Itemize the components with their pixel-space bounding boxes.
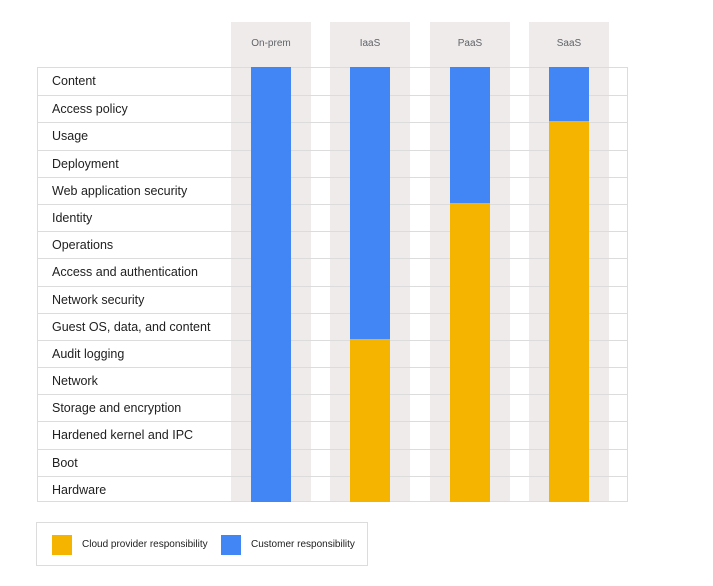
provider-segment [450, 202, 490, 502]
provider-segment [350, 338, 390, 502]
layer-label: Access policy [52, 102, 128, 117]
layer-label: Hardened kernel and IPC [52, 428, 194, 443]
layer-label: Network [52, 374, 98, 389]
layer-row: Network [38, 367, 627, 394]
legend-label-provider: Cloud provider responsibility [82, 539, 208, 550]
layer-label: Guest OS, data, and content [52, 319, 211, 334]
customer-segment [450, 67, 490, 203]
layer-row: Hardened kernel and IPC [38, 421, 627, 448]
customer-segment [549, 67, 589, 122]
layer-label: Usage [52, 129, 89, 144]
customer-segment [251, 67, 291, 502]
customer-swatch [221, 535, 241, 555]
layer-label: Web application security [52, 183, 188, 198]
layer-label: Access and authentication [52, 265, 198, 280]
column-header: PaaS [457, 38, 483, 49]
legend: Cloud provider responsibility Customer r… [36, 522, 368, 566]
layer-row: Web application security [38, 176, 627, 204]
layer-label: Boot [52, 455, 78, 470]
column-header: IaaS [359, 38, 381, 49]
provider-segment [549, 121, 589, 502]
layer-row: Access and authentication [38, 258, 627, 285]
layer-label: Hardware [52, 482, 107, 497]
layer-row: Usage [38, 122, 627, 149]
layer-row: Audit logging [38, 339, 627, 367]
provider-swatch [52, 535, 72, 555]
layer-label: Network security [52, 292, 145, 307]
layer-row: Deployment [38, 149, 627, 177]
layer-row: Operations [38, 231, 627, 258]
column-header: SaaS [556, 38, 582, 49]
layer-label: Storage and encryption [52, 401, 182, 416]
layer-label: Audit logging [52, 346, 125, 361]
layer-row: Access policy [38, 95, 627, 122]
responsibility-grid: Content Access policy Usage Deployment Web a… [37, 67, 628, 502]
layer-row: Content [38, 68, 627, 95]
layer-row: Network security [38, 285, 627, 313]
layer-row: Hardware [38, 475, 627, 503]
column-header: On-prem [251, 38, 291, 49]
layer-row: Storage and encryption [38, 394, 627, 421]
layer-row: Guest OS, data, and content [38, 312, 627, 340]
layer-label: Operations [52, 238, 114, 253]
legend-label-customer: Customer responsibility [251, 539, 355, 550]
layer-label: Content [52, 74, 96, 88]
layer-row: Identity [38, 203, 627, 231]
layer-label: Deployment [52, 156, 119, 171]
customer-segment [350, 67, 390, 339]
layer-label: Identity [52, 210, 93, 225]
layer-row: Boot [38, 448, 627, 476]
